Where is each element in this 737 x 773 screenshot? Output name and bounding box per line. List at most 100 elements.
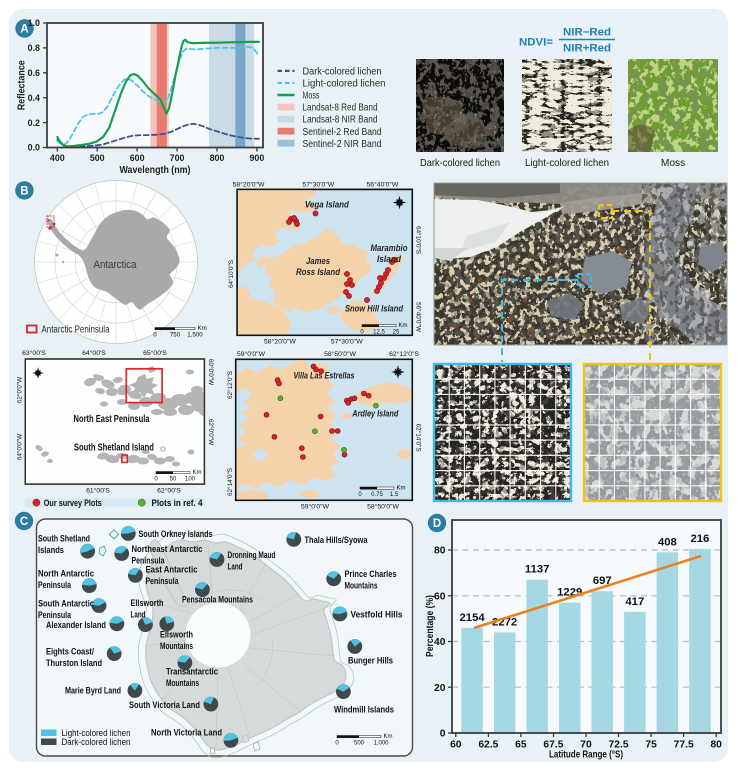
svg-text:56°40'0"W: 56°40'0"W	[367, 180, 399, 188]
svg-text:Land: Land	[228, 562, 243, 572]
svg-text:NIR+Red: NIR+Red	[563, 43, 611, 55]
svg-text:500: 500	[354, 741, 365, 747]
svg-text:65: 65	[515, 740, 527, 751]
svg-text:20: 20	[434, 683, 446, 694]
svg-text:Dark-colored lichen: Dark-colored lichen	[303, 67, 382, 78]
svg-text:Km: Km	[193, 470, 202, 476]
svg-text:72.5: 72.5	[609, 740, 629, 751]
svg-text:1,000: 1,000	[373, 741, 389, 747]
svg-text:Ellsworth: Ellsworth	[160, 630, 193, 640]
svg-text:40: 40	[434, 637, 446, 648]
svg-text:South Orkney Islands: South Orkney Islands	[139, 529, 213, 539]
svg-text:60: 60	[434, 591, 446, 602]
svg-text:0: 0	[335, 741, 339, 747]
svg-text:Bunger Hills: Bunger Hills	[348, 656, 393, 666]
svg-text:Our survey Plots: Our survey Plots	[44, 498, 102, 508]
svg-text:Peninsula: Peninsula	[132, 556, 166, 566]
svg-text:Antarctica: Antarctica	[94, 259, 138, 271]
svg-text:900: 900	[249, 153, 264, 163]
svg-text:58°50'0"W: 58°50'0"W	[324, 350, 356, 358]
svg-text:Mountains: Mountains	[166, 678, 199, 688]
svg-text:Km: Km	[397, 486, 406, 492]
svg-text:Northeast Antarctic: Northeast Antarctic	[132, 544, 203, 554]
svg-text:0: 0	[360, 330, 364, 336]
svg-text:12.5: 12.5	[373, 330, 385, 336]
svg-text:Vega Island: Vega Island	[305, 200, 349, 210]
svg-text:Peninsula: Peninsula	[38, 580, 72, 590]
svg-text:Peninsula: Peninsula	[146, 576, 180, 586]
svg-text:100: 100	[185, 477, 196, 483]
svg-text:57°30'0"W: 57°30'0"W	[302, 180, 334, 188]
svg-text:South Shetland Island: South Shetland Island	[74, 443, 154, 454]
svg-text:Vestfold Hills: Vestfold Hills	[351, 610, 403, 620]
svg-text:Mountains: Mountains	[345, 581, 378, 591]
svg-text:58°20'0"W: 58°20'0"W	[233, 180, 265, 188]
svg-text:62°00'S: 62°00'S	[157, 487, 181, 495]
svg-text:417: 417	[625, 596, 644, 608]
svg-text:Sentinel-2 Red Band: Sentinel-2 Red Band	[303, 127, 382, 138]
svg-text:0: 0	[440, 729, 446, 740]
svg-text:Percentage (%): Percentage (%)	[425, 595, 436, 657]
svg-text:Latitude Range (°S): Latitude Range (°S)	[549, 750, 623, 761]
svg-text:South Victoria Land: South Victoria Land	[129, 700, 200, 710]
svg-text:Islands: Islands	[38, 545, 64, 555]
svg-text:58°20'0"W: 58°20'0"W	[264, 338, 296, 346]
svg-text:Ellsworth: Ellsworth	[131, 598, 164, 608]
svg-text:65°00'S: 65°00'S	[143, 349, 167, 357]
svg-text:South Shetland: South Shetland	[38, 534, 90, 544]
svg-text:80: 80	[710, 740, 722, 751]
svg-text:East Antarctic: East Antarctic	[146, 565, 198, 575]
svg-text:64°00'S: 64°00'S	[82, 349, 106, 357]
svg-text:2154: 2154	[460, 612, 486, 624]
svg-text:Reflectance: Reflectance	[17, 60, 28, 110]
svg-text:Thala Hills/Syowa: Thala Hills/Syowa	[305, 535, 369, 545]
svg-text:Wavelength (nm): Wavelength (nm)	[120, 165, 191, 176]
svg-text:80: 80	[434, 546, 446, 557]
svg-text:Thurston Island: Thurston Island	[46, 658, 102, 668]
svg-text:0.75: 0.75	[371, 492, 383, 498]
svg-text:North Victoria Land: North Victoria Land	[151, 728, 222, 738]
svg-text:62°12'0"S: 62°12'0"S	[226, 371, 234, 399]
svg-text:216: 216	[690, 533, 709, 545]
svg-text:A: A	[20, 24, 28, 36]
svg-text:408: 408	[658, 536, 677, 548]
svg-text:700: 700	[170, 153, 185, 163]
svg-text:Island: Island	[377, 254, 401, 264]
svg-text:Marambio: Marambio	[371, 243, 408, 253]
svg-text:Snow Hill Island: Snow Hill Island	[345, 304, 403, 314]
svg-text:Marie Byrd Land: Marie Byrd Land	[65, 686, 121, 696]
svg-text:62°0'0"W: 62°0'0"W	[207, 419, 215, 446]
svg-text:70: 70	[580, 740, 592, 751]
svg-text:D: D	[433, 518, 441, 530]
svg-text:56°40'0"W: 56°40'0"W	[415, 302, 423, 333]
svg-text:Ross Island: Ross Island	[296, 267, 340, 277]
svg-text:Ardley Island: Ardley Island	[352, 409, 399, 419]
svg-text:Transantarctic: Transantarctic	[166, 667, 218, 677]
svg-text:Dronning Maud: Dronning Maud	[228, 550, 276, 560]
svg-text:62°0'0"W: 62°0'0"W	[16, 376, 24, 403]
svg-text:South Antarctic: South Antarctic	[38, 599, 94, 609]
svg-text:0.2: 0.2	[28, 118, 40, 128]
svg-text:75: 75	[645, 740, 657, 751]
svg-text:600: 600	[130, 153, 145, 163]
svg-text:0.4: 0.4	[28, 93, 40, 103]
svg-text:Antarctic Peninsula: Antarctic Peninsula	[42, 325, 110, 336]
svg-text:63°00'S: 63°00'S	[22, 349, 46, 357]
svg-text:James: James	[306, 256, 330, 266]
svg-text:58°50'0"W: 58°50'0"W	[367, 503, 399, 511]
svg-text:57°30'0"W: 57°30'0"W	[331, 338, 363, 346]
svg-text:North Antarctic: North Antarctic	[38, 569, 94, 579]
svg-text:62.5: 62.5	[478, 740, 498, 751]
svg-text:1137: 1137	[525, 564, 550, 576]
svg-text:Dark-colored lichen: Dark-colored lichen	[420, 158, 500, 169]
svg-text:Land: Land	[131, 610, 146, 620]
svg-text:0: 0	[154, 477, 158, 483]
svg-text:0: 0	[153, 332, 157, 339]
svg-text:Light-colored lichen: Light-colored lichen	[525, 158, 609, 169]
svg-text:Light-colored lichen: Light-colored lichen	[303, 79, 386, 90]
svg-text:Windmill Islands: Windmill Islands	[334, 705, 394, 715]
svg-text:NIR−Red: NIR−Red	[563, 27, 611, 39]
svg-text:750: 750	[170, 332, 181, 339]
svg-text:77.5: 77.5	[674, 740, 694, 751]
svg-text:800: 800	[210, 153, 225, 163]
